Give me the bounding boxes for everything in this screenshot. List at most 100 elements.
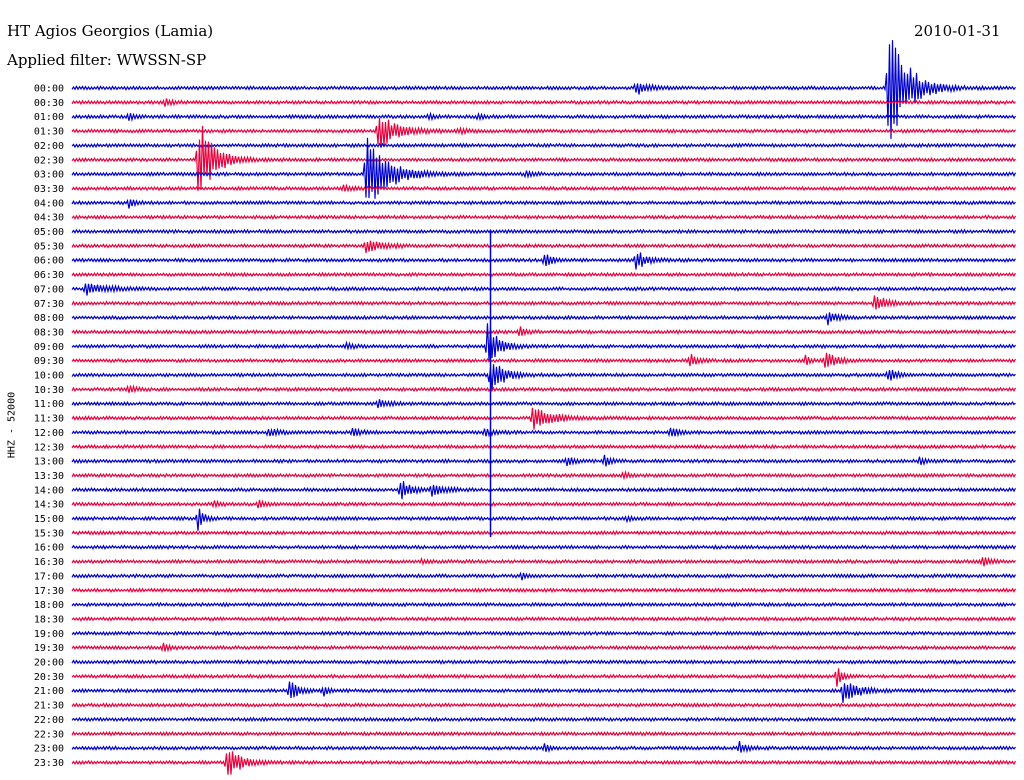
tick-label-33: 16:30: [34, 557, 64, 568]
tick-label-23: 11:30: [34, 414, 64, 425]
trace-line-47: [71, 751, 1017, 775]
trace-line-21: [71, 384, 1017, 394]
tick-label-1: 00:30: [34, 98, 64, 109]
trace-line-26: [71, 454, 1016, 467]
trace-line-36: [71, 601, 1016, 608]
tick-label-37: 18:30: [34, 614, 64, 625]
tick-label-40: 20:00: [34, 658, 64, 669]
trace-line-28: [71, 481, 1017, 500]
trace-line-19: [71, 352, 1017, 368]
tick-label-47: 23:30: [34, 758, 64, 769]
tick-label-9: 04:30: [34, 213, 64, 224]
trace-line-20: [71, 364, 1016, 391]
tick-label-group: 00:00 00:30 01:00 01:30 02:00 02:30 03:00 03:30…: [34, 84, 64, 769]
trace-line-12: [71, 252, 1017, 270]
tick-label-46: 23:00: [34, 744, 64, 755]
trace-line-39: [71, 642, 1017, 653]
tick-label-29: 14:30: [34, 500, 64, 511]
tick-label-6: 03:00: [34, 170, 64, 181]
tick-label-43: 21:30: [34, 701, 64, 712]
tick-label-27: 13:30: [34, 471, 64, 482]
trace-line-45: [71, 730, 1016, 737]
trace-group: [71, 40, 1017, 775]
trace-line-33: [71, 556, 1016, 567]
filter-label: Applied filter: WWSSN-SP: [7, 51, 207, 69]
trace-line-6: [71, 137, 1017, 199]
tick-label-19: 09:30: [34, 356, 64, 367]
tick-label-42: 21:00: [34, 686, 64, 697]
trace-line-44: [71, 716, 1016, 723]
trace-line-42: [71, 681, 1016, 703]
tick-label-12: 06:00: [34, 256, 64, 267]
tick-label-32: 16:00: [34, 543, 64, 554]
trace-line-1: [71, 98, 1016, 107]
trace-line-2: [71, 111, 1017, 123]
tick-label-31: 15:30: [34, 528, 64, 539]
record-date: 2010-01-31: [914, 22, 1001, 40]
station-title: HT Agios Georgios (Lamia): [7, 22, 214, 40]
trace-line-16: [71, 312, 1016, 326]
tick-label-39: 19:30: [34, 643, 64, 654]
trace-line-43: [71, 702, 1017, 708]
tick-label-26: 13:00: [34, 457, 64, 468]
trace-line-10: [71, 228, 1017, 235]
trace-line-31: [71, 529, 1017, 536]
tick-label-18: 09:00: [34, 342, 64, 353]
tick-label-13: 06:30: [34, 270, 64, 281]
trace-line-7: [71, 183, 1017, 193]
trace-line-22: [71, 399, 1016, 409]
tick-label-41: 20:30: [34, 672, 64, 683]
tick-label-8: 04:00: [34, 198, 64, 209]
trace-line-29: [71, 499, 1016, 510]
trace-line-35: [71, 587, 1017, 594]
tick-label-14: 07:00: [34, 284, 64, 295]
tick-label-45: 22:30: [34, 729, 64, 740]
trace-line-0: [71, 40, 1016, 139]
tick-label-28: 14:00: [34, 485, 64, 496]
tick-label-2: 01:00: [34, 112, 64, 123]
tick-label-11: 05:30: [34, 241, 64, 252]
trace-line-18: [71, 323, 1016, 361]
tick-label-7: 03:30: [34, 184, 64, 195]
trace-line-32: [71, 544, 1017, 551]
trace-line-41: [71, 668, 1016, 687]
tick-label-38: 19:00: [34, 629, 64, 640]
trace-line-23: [71, 407, 1017, 430]
trace-line-15: [71, 295, 1017, 310]
trace-line-27: [71, 469, 1017, 481]
tick-label-36: 18:00: [34, 600, 64, 611]
trace-line-25: [71, 443, 1016, 450]
trace-line-24: [71, 427, 1017, 438]
tick-label-16: 08:00: [34, 313, 64, 324]
trace-line-9: [71, 214, 1017, 221]
trace-line-14: [71, 283, 1017, 296]
tick-label-15: 07:30: [34, 299, 64, 310]
trace-line-5: [71, 125, 1016, 191]
tick-label-22: 11:00: [34, 399, 64, 410]
trace-line-17: [71, 326, 1017, 337]
trace-line-34: [71, 571, 1017, 581]
tick-label-0: 00:00: [34, 84, 64, 95]
tick-label-21: 10:30: [34, 385, 64, 396]
trace-line-30: [71, 508, 1017, 531]
trace-line-11: [71, 240, 1017, 253]
tick-label-4: 02:00: [34, 141, 64, 152]
tick-label-24: 12:00: [34, 428, 64, 439]
trace-line-37: [71, 616, 1017, 622]
trace-line-4: [71, 142, 1017, 149]
tick-label-25: 12:30: [34, 442, 64, 453]
tick-label-5: 02:30: [34, 155, 64, 166]
tick-label-10: 05:00: [34, 227, 64, 238]
tick-label-3: 01:30: [34, 127, 64, 138]
tick-label-44: 22:00: [34, 715, 64, 726]
tick-label-20: 10:00: [34, 371, 64, 382]
tick-label-35: 17:30: [34, 586, 64, 597]
trace-line-8: [71, 198, 1016, 209]
tick-label-17: 08:30: [34, 327, 64, 338]
trace-line-40: [71, 659, 1016, 665]
trace-line-46: [71, 741, 1016, 754]
trace-line-13: [71, 271, 1017, 278]
tick-label-34: 17:00: [34, 571, 64, 582]
tick-label-30: 15:00: [34, 514, 64, 525]
